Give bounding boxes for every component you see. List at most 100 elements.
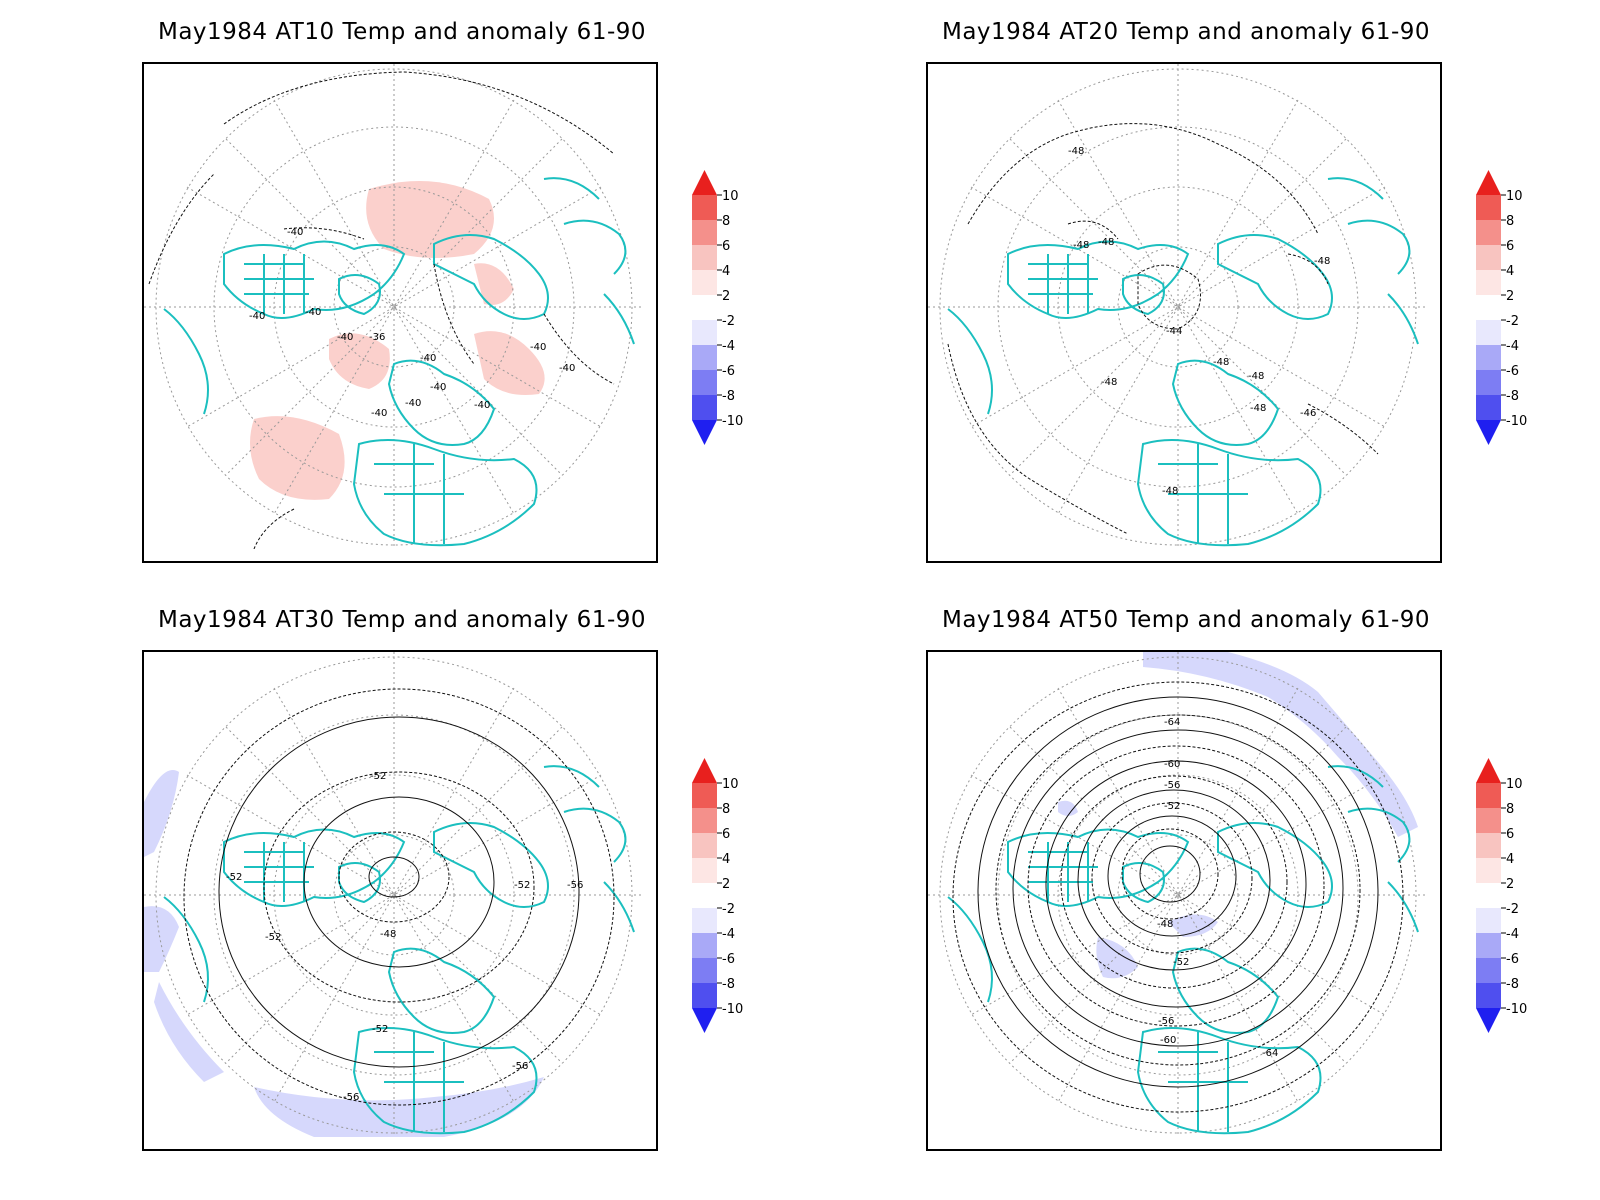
colorbar-label: 10: [722, 189, 739, 204]
colorbar-swatch: [692, 295, 717, 320]
colorbar: 10 8 6 4 2 -2 -4 -6 -8 -10: [1476, 758, 1527, 1033]
colorbar-label: 10: [1506, 189, 1523, 204]
colorbar-label: -8: [1506, 977, 1519, 992]
colorbar-swatch: [1476, 833, 1501, 858]
colorbar-arrow-bottom: [1476, 420, 1501, 445]
contour-label: -56: [1164, 780, 1180, 791]
colorbar-label: -2: [1506, 902, 1519, 917]
colorbar-label: 2: [722, 289, 730, 304]
map-svg: -52 -52 -52 -48 -52 -56 -52 -56 -56: [144, 652, 642, 1137]
colorbar-label: -4: [722, 339, 735, 354]
colorbar-swatch: [692, 245, 717, 270]
colorbar-label: 6: [722, 239, 730, 254]
colorbar-label: 10: [1506, 777, 1523, 792]
contour-label: -40: [474, 400, 490, 411]
colorbar-swatch: [1476, 220, 1501, 245]
colorbar-label: 10: [722, 777, 739, 792]
contour-label: -52: [265, 932, 281, 943]
contour-label: -40: [420, 353, 436, 364]
colorbar-swatch: [1476, 395, 1501, 420]
colorbar-swatch: [692, 883, 717, 908]
colorbar: 10 8 6 4 2 -2 -4 -6 -8 -10: [1476, 170, 1527, 445]
colorbar-swatch: [692, 908, 717, 933]
contours: [952, 681, 1404, 1113]
contour-label: -52: [514, 880, 530, 891]
graticule: [144, 64, 642, 549]
panel-title: May1984 AT30 Temp and anomaly 61-90: [157, 607, 647, 633]
contour-label: -64: [1164, 717, 1180, 728]
contour-label: -40: [305, 307, 321, 318]
colorbar-label: 2: [1506, 877, 1514, 892]
colorbar-label: -2: [722, 314, 735, 329]
colorbar-swatch: [692, 808, 717, 833]
contour-label: -48: [1073, 240, 1089, 251]
colorbar-swatches: [692, 170, 717, 445]
colorbar-label: 4: [722, 264, 730, 279]
contour-label: -40: [371, 408, 387, 419]
colorbar-swatch: [1476, 858, 1501, 883]
colorbar-swatch: [692, 270, 717, 295]
colorbar-swatch: [1476, 808, 1501, 833]
colorbar-swatch: [692, 320, 717, 345]
colorbar-label: -2: [722, 902, 735, 917]
colorbar-swatch: [692, 370, 717, 395]
polar-map: -48 -48 -48 -48 -44 -48 -48 -48 -48 -46 …: [926, 62, 1442, 563]
colorbar-label: 6: [1506, 827, 1514, 842]
colorbar-label: -10: [722, 1002, 743, 1017]
contour-label: -40: [337, 332, 353, 343]
colorbar-label: -6: [1506, 364, 1519, 379]
coastlines: [163, 177, 635, 547]
colorbar-label: 4: [722, 852, 730, 867]
coastlines: [947, 765, 1419, 1135]
colorbar-swatch: [692, 345, 717, 370]
colorbar-swatch: [692, 933, 717, 958]
colorbar-swatch: [1476, 270, 1501, 295]
colorbar-swatch: [1476, 295, 1501, 320]
colorbar-arrow-top: [1476, 758, 1501, 783]
colorbar-swatch: [1476, 345, 1501, 370]
contour-labels: -52 -52 -52 -48 -52 -56 -52 -56 -56: [226, 771, 583, 1103]
colorbar-label: -6: [1506, 952, 1519, 967]
colorbar-swatch: [692, 783, 717, 808]
colorbar-arrow-bottom: [1476, 1008, 1501, 1033]
contour-label: -60: [1160, 1035, 1176, 1046]
colorbar-arrow-top: [692, 170, 717, 195]
contour-label: -48: [1157, 919, 1173, 930]
contours: [183, 688, 615, 1106]
colorbar-label: 6: [1506, 239, 1514, 254]
contour-label: -60: [1164, 759, 1180, 770]
colorbar-swatch: [1476, 983, 1501, 1008]
colorbar-label: 2: [1506, 289, 1514, 304]
anomaly-shading: [250, 181, 545, 500]
colorbar-swatch: [692, 958, 717, 983]
colorbar-arrow-top: [692, 758, 717, 783]
contour-label: -52: [1173, 957, 1189, 968]
panel-title: May1984 AT10 Temp and anomaly 61-90: [157, 19, 647, 45]
colorbar-swatch: [1476, 908, 1501, 933]
contour-label: -40: [405, 398, 421, 409]
panel-at50: May1984 AT50 Temp and anomaly 61-90: [926, 600, 1600, 1180]
colorbar-label: -6: [722, 364, 735, 379]
colorbar-swatch: [1476, 320, 1501, 345]
colorbar-swatch: [692, 983, 717, 1008]
colorbar-swatch: [692, 220, 717, 245]
contour-labels: -48 -48 -48 -48 -44 -48 -48 -48 -48 -46 …: [1068, 146, 1330, 497]
map-svg: -64 -60 -56 -52 -48 -52 -56 -60 -64: [928, 652, 1426, 1137]
colorbar-label: 8: [722, 214, 730, 229]
graticule: [144, 652, 642, 1137]
contour-label: -64: [1262, 1048, 1278, 1059]
polar-map: -64 -60 -56 -52 -48 -52 -56 -60 -64: [926, 650, 1442, 1151]
colorbar-arrow-bottom: [692, 420, 717, 445]
contour-labels: -40 -40 -40 -40 -36 -40 -40 -40 -40 -40 …: [249, 227, 575, 419]
colorbar-label: -8: [722, 977, 735, 992]
colorbar-arrow-bottom: [692, 1008, 717, 1033]
map-svg: -48 -48 -48 -48 -44 -48 -48 -48 -48 -46 …: [928, 64, 1426, 549]
contour-label: -48: [1250, 403, 1266, 414]
contour-label: -52: [372, 1024, 388, 1035]
panel-at30: May1984 AT30 Temp and anomaly 61-90: [142, 600, 902, 1180]
colorbar-label: -10: [1506, 414, 1527, 429]
colorbar-label: 8: [1506, 802, 1514, 817]
map-svg: -40 -40 -40 -40 -36 -40 -40 -40 -40 -40 …: [144, 64, 642, 549]
panel-title: May1984 AT20 Temp and anomaly 61-90: [941, 19, 1431, 45]
contour-label: -52: [1164, 801, 1180, 812]
